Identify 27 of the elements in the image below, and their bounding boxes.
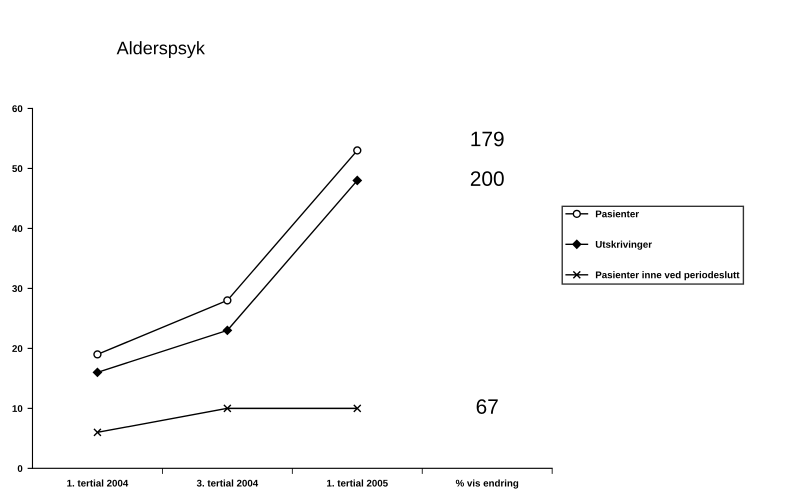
point: [353, 146, 362, 155]
x-tick-label: % vis endring: [456, 479, 518, 489]
annotation: 179: [471, 132, 504, 146]
annotation: 200: [470, 171, 504, 186]
point: [222, 326, 232, 336]
point: [353, 404, 362, 413]
legend-label: Pasienter: [596, 210, 639, 218]
y-tick-label: 30: [12, 285, 22, 292]
y-tick-label: 10: [12, 405, 22, 412]
y-tick-label: 0: [18, 465, 22, 472]
point: [93, 428, 102, 437]
point: [223, 296, 232, 305]
annotation: 67: [476, 399, 498, 414]
legend-label: Pasienter inne ved periodeslutt: [596, 271, 740, 280]
legend-label: Utskrivinger: [596, 240, 652, 250]
point: [223, 404, 232, 413]
point: [352, 176, 362, 186]
y-tick-label: 20: [12, 345, 22, 352]
y-tick-label: 50: [12, 165, 22, 172]
y-tick-label: 40: [12, 225, 22, 232]
x-tick-label: 3. tertial 2004: [196, 479, 258, 487]
chart-title: Alderspsyk: [116, 41, 205, 58]
point: [92, 368, 102, 378]
y-tick-label: 60: [12, 105, 22, 112]
point: [93, 350, 102, 359]
x-tick-label: 1. tertial 2005: [327, 479, 388, 487]
x-tick-label: 1. tertial 2004: [67, 479, 128, 487]
